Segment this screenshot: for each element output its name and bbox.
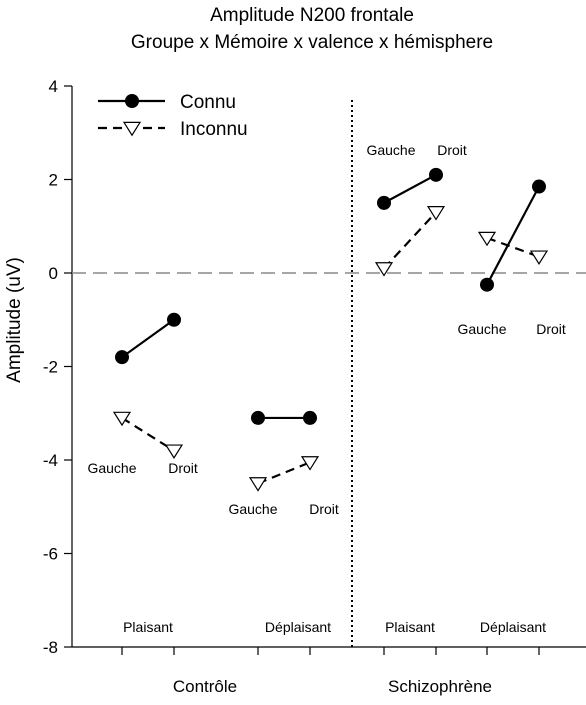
legend-connu-label: Connu (180, 92, 236, 113)
inconnu-line (383, 211, 437, 270)
inconnu-point (300, 456, 320, 471)
valence-label: Déplaisant (480, 619, 546, 635)
inconnu-point (374, 262, 394, 277)
inconnu-point (164, 444, 184, 459)
y-tick-label: 4 (49, 77, 58, 96)
valence-label: Déplaisant (265, 619, 331, 635)
connu-point (251, 410, 265, 425)
valence-label: Plaisant (385, 619, 435, 635)
legend-inconnu-marker (122, 121, 142, 137)
group-label: Schizophrène (388, 677, 492, 696)
hemisphere-label: Droit (536, 321, 566, 337)
legend-inconnu-label: Inconnu (180, 119, 248, 140)
chart-subtitle: Groupe x Mémoire x valence x hémisphere (131, 32, 493, 53)
connu-point (115, 350, 129, 365)
hemisphere-label: Droit (168, 460, 198, 476)
y-axis-title: Amplitude (uV) (4, 257, 25, 383)
inconnu-point (426, 206, 446, 221)
connu-point (377, 195, 391, 210)
chart-title: Amplitude N200 frontale (210, 5, 414, 26)
valence-label: Plaisant (123, 619, 173, 635)
connu-point (303, 410, 317, 425)
hemisphere-label: Droit (309, 501, 339, 517)
inconnu-point (529, 250, 549, 265)
hemisphere-label: Gauche (87, 460, 136, 476)
inconnu-point (477, 231, 497, 247)
y-tick-label: -6 (43, 545, 58, 564)
plot-area: 4 2 0 -2 -4 -6 -8 Contrôle Schizophrène Plaisant D… (43, 77, 586, 696)
connu-point (429, 167, 443, 182)
y-tick-label: -8 (43, 638, 58, 657)
y-tick-label: 2 (49, 171, 58, 190)
y-tick-label: -2 (43, 358, 58, 377)
inconnu-point (248, 477, 268, 492)
y-tick-label: -4 (43, 451, 58, 470)
connu-line (121, 318, 175, 359)
connu-line (383, 173, 437, 204)
connu-line (486, 185, 540, 286)
hemisphere-label: Gauche (366, 142, 415, 158)
group-label: Contrôle (173, 677, 237, 696)
connu-point (167, 312, 181, 327)
inconnu-line (486, 236, 540, 258)
hemisphere-label: Gauche (457, 321, 506, 337)
inconnu-point (112, 411, 132, 427)
hemisphere-label: Gauche (228, 501, 277, 517)
y-tick-label: 0 (49, 264, 58, 283)
connu-point (532, 179, 546, 194)
hemisphere-label: Droit (437, 142, 467, 158)
legend-connu-marker (125, 94, 139, 108)
inconnu-line (257, 461, 311, 485)
inconnu-line (121, 416, 175, 452)
connu-point (480, 277, 494, 292)
